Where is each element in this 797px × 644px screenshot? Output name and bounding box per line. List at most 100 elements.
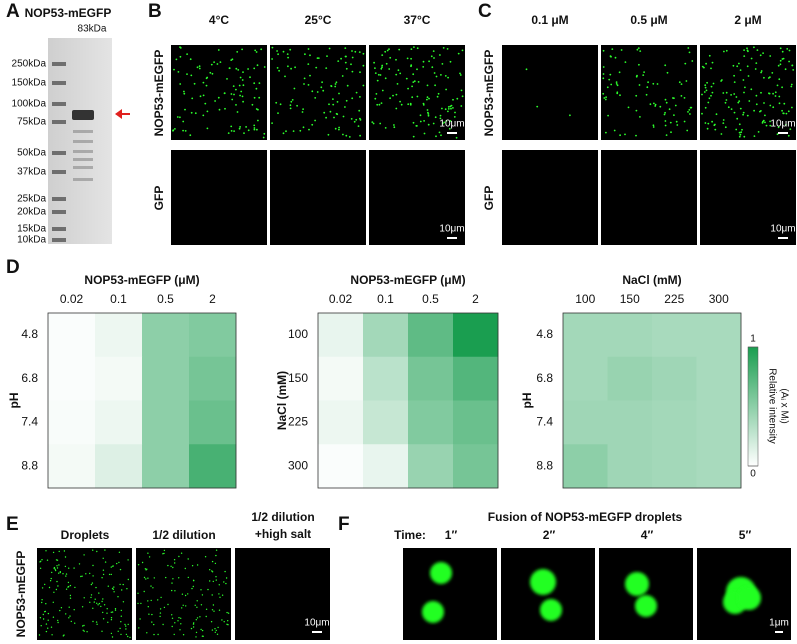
droplet	[384, 127, 387, 129]
droplet	[691, 60, 694, 62]
droplet	[52, 616, 55, 618]
droplet	[334, 127, 337, 130]
droplet	[247, 68, 250, 70]
droplet	[665, 101, 668, 104]
droplet	[322, 89, 325, 92]
droplet	[433, 72, 436, 74]
droplet	[165, 576, 167, 579]
droplet	[740, 131, 743, 134]
droplet	[747, 75, 750, 77]
droplet	[344, 47, 347, 49]
droplet	[299, 129, 302, 132]
droplet	[454, 111, 456, 114]
droplet	[239, 94, 242, 97]
droplet	[743, 49, 745, 51]
droplet	[118, 561, 120, 564]
droplet	[642, 74, 645, 76]
droplet	[710, 94, 712, 97]
droplet	[710, 85, 713, 88]
droplet	[638, 84, 641, 86]
ladder-label: 37kDa	[17, 167, 46, 178]
heatmap-cell	[142, 400, 190, 445]
droplet	[162, 553, 164, 555]
droplet	[53, 591, 55, 593]
y-tick-label: 6.8	[21, 371, 38, 385]
droplet	[705, 89, 708, 92]
droplet	[606, 86, 609, 89]
faint-band	[73, 166, 93, 169]
time-value: 1″	[445, 528, 458, 542]
droplet	[42, 613, 44, 616]
droplet	[684, 62, 687, 65]
droplet	[217, 49, 220, 51]
droplet	[643, 71, 645, 73]
droplet	[759, 54, 762, 57]
droplet	[689, 113, 691, 115]
colorbar-tick-label: 1	[750, 334, 756, 345]
droplet	[57, 619, 59, 622]
droplet	[602, 92, 605, 95]
droplet	[221, 619, 223, 621]
droplet	[764, 114, 766, 117]
droplet	[56, 565, 58, 567]
droplet	[92, 564, 94, 567]
droplet	[359, 96, 361, 98]
heatmap-cell	[95, 313, 143, 358]
droplet	[779, 59, 782, 62]
droplet	[74, 586, 76, 589]
droplet	[742, 113, 744, 116]
droplet	[73, 609, 75, 611]
protein-band	[72, 110, 94, 120]
droplet	[688, 109, 691, 111]
droplet	[180, 623, 182, 625]
droplet	[670, 131, 672, 134]
droplet	[434, 84, 436, 87]
droplet	[289, 104, 292, 107]
droplet	[83, 597, 85, 599]
heatmap-cell	[453, 400, 499, 445]
droplet	[782, 57, 785, 60]
droplet	[110, 566, 113, 568]
droplet	[782, 112, 785, 115]
droplet	[183, 90, 185, 93]
heatmap-cell	[48, 400, 96, 445]
droplet	[113, 591, 115, 593]
droplet	[190, 627, 193, 630]
droplet	[172, 566, 174, 569]
droplet	[95, 586, 97, 589]
x-tick-label: 0.5	[422, 292, 439, 306]
heatmap-cell	[95, 400, 143, 445]
droplet	[680, 83, 683, 85]
droplet	[147, 552, 149, 554]
droplet	[93, 601, 96, 603]
row-label: NOP53-mEGFP	[482, 50, 496, 137]
droplet	[453, 116, 456, 118]
heatmap-cell	[607, 356, 653, 401]
droplet	[228, 67, 231, 69]
droplet	[727, 106, 730, 109]
droplet	[38, 634, 41, 636]
droplet	[614, 56, 617, 59]
ladder-band	[52, 151, 66, 155]
droplet	[788, 49, 791, 52]
droplet	[774, 91, 777, 94]
droplet	[247, 129, 250, 132]
ladder-label: 150kDa	[12, 78, 47, 89]
droplet	[461, 95, 464, 98]
droplet	[138, 627, 140, 629]
heatmap-cell	[696, 444, 742, 489]
droplet	[439, 114, 442, 117]
droplet	[129, 636, 131, 639]
droplet	[673, 114, 675, 116]
droplet	[279, 103, 282, 106]
droplet	[78, 563, 81, 565]
droplet	[778, 78, 781, 81]
droplet	[351, 50, 353, 52]
droplet	[140, 602, 142, 605]
droplet	[205, 84, 208, 87]
droplet	[769, 55, 772, 57]
droplet	[569, 114, 571, 117]
droplet	[384, 77, 387, 80]
droplet	[649, 103, 652, 106]
droplet	[218, 593, 220, 595]
